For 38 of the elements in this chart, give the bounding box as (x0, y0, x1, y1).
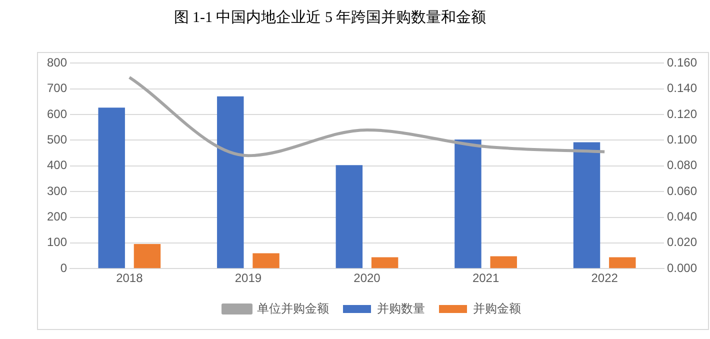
bar (98, 108, 125, 268)
y-tick-label: 0 (60, 260, 68, 275)
y2-tick-label: 0.160 (666, 56, 698, 70)
y-tick-label: 500 (46, 132, 68, 147)
x-tick-label: 2019 (234, 271, 262, 286)
y-tick-label: 400 (46, 158, 68, 172)
y-tick-label: 600 (46, 106, 68, 121)
y2-tick-label: 0.100 (666, 132, 698, 147)
legend-label: 并购数量 (377, 301, 425, 316)
y-tick-label: 200 (46, 210, 68, 224)
legend-label: 单位并购金额 (257, 301, 329, 316)
bar (609, 257, 636, 268)
bar (573, 142, 600, 268)
y-tick-label: 700 (46, 81, 68, 96)
bar (134, 244, 161, 268)
bar (252, 253, 280, 268)
bar (454, 139, 482, 268)
x-tick-label: 2020 (354, 271, 381, 286)
y-tick-label: 800 (46, 56, 68, 70)
bar (490, 256, 517, 268)
y2-tick-label: 0.080 (666, 158, 698, 172)
y2-tick-label: 0.040 (666, 210, 698, 224)
y2-tick-label: 0.020 (666, 235, 698, 250)
x-tick-label: 2022 (591, 271, 618, 286)
legend-label: 并购金额 (473, 301, 521, 316)
bar (371, 257, 398, 268)
x-tick-label: 2021 (472, 271, 500, 286)
y-tick-label: 300 (46, 184, 68, 198)
y2-tick-label: 0.120 (666, 106, 698, 121)
y2-tick-label: 0.060 (666, 184, 698, 198)
chart-title: 图 1-1 中国内地企业近 5 年跨国并购数量和金额 (172, 8, 488, 27)
y2-tick-label: 0.140 (666, 81, 698, 96)
x-tick-label: 2018 (116, 271, 144, 286)
bar (336, 165, 363, 268)
y-tick-label: 100 (46, 235, 68, 250)
y2-tick-label: 0.000 (666, 260, 698, 275)
line-series (128, 76, 606, 158)
bar (217, 96, 244, 268)
